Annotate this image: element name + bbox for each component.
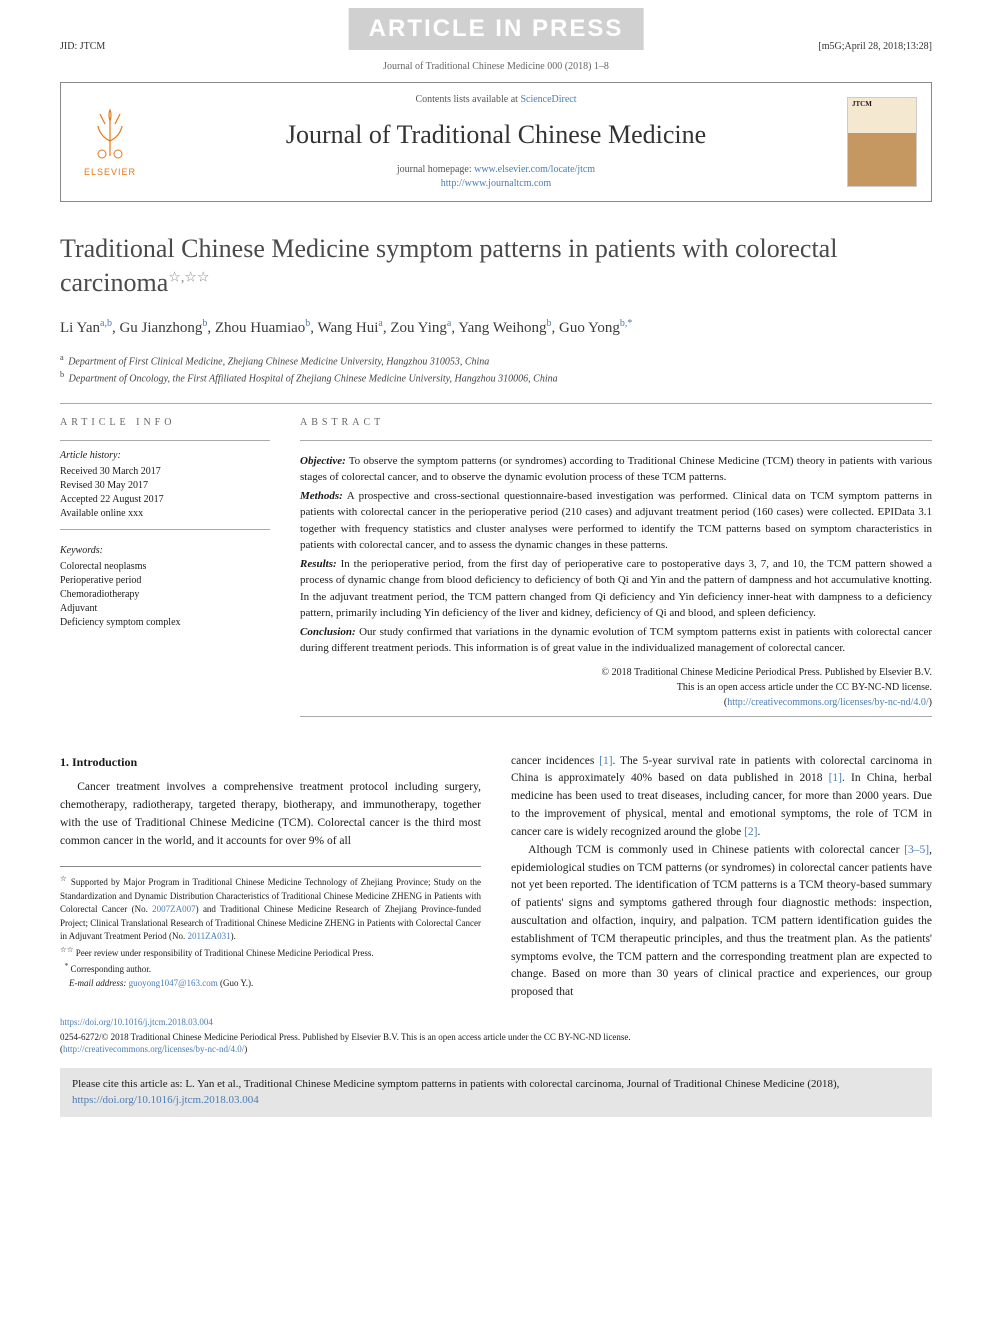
sciencedirect-link[interactable]: ScienceDirect — [520, 94, 576, 105]
doi-line: https://doi.org/10.1016/j.jtcm.2018.03.0… — [60, 1016, 932, 1029]
bottom-license: 0254-6272/© 2018 Traditional Chinese Med… — [60, 1031, 932, 1056]
history-label: Article history: — [60, 449, 270, 463]
body-text: . — [758, 826, 761, 838]
intro-heading: 1. Introduction — [60, 753, 481, 772]
abstract-column: ABSTRACT Objective: To observe the sympt… — [300, 416, 932, 729]
abstract-text: Objective: To observe the symptom patter… — [300, 453, 932, 657]
copyright-line-1: © 2018 Traditional Chinese Medicine Peri… — [602, 667, 932, 678]
body-paragraph: Cancer treatment involves a comprehensiv… — [60, 779, 481, 850]
journal-header-box: ELSEVIER Contents lists available at Sci… — [60, 82, 932, 202]
footnote-text: Peer review under responsibility of Trad… — [76, 948, 374, 958]
homepage-prefix: journal homepage: — [397, 164, 474, 175]
cc-license-link[interactable]: http://creativecommons.org/licenses/by-n… — [727, 697, 928, 708]
body-paragraph: Although TCM is commonly used in Chinese… — [511, 842, 932, 1002]
elsevier-tree-icon — [80, 106, 140, 166]
affiliation-item: b Department of Oncology, the First Affi… — [60, 369, 932, 386]
elsevier-logo: ELSEVIER — [75, 102, 145, 182]
keywords-label: Keywords: — [60, 544, 270, 558]
cite-doi-link[interactable]: https://doi.org/10.1016/j.jtcm.2018.03.0… — [72, 1094, 259, 1106]
elsevier-label: ELSEVIER — [84, 166, 136, 179]
footnote-text: (Guo Y.). — [218, 978, 254, 988]
footnote-funding: ☆ Supported by Major Program in Traditio… — [60, 873, 481, 944]
history-item: Accepted 22 August 2017 — [60, 493, 270, 507]
history-item: Revised 30 May 2017 — [60, 479, 270, 493]
grant-link-1[interactable]: 2007ZA007 — [152, 904, 196, 914]
abstract-section: Methods: A prospective and cross-section… — [300, 488, 932, 554]
footnote-doublestar-icon: ☆☆ — [60, 945, 73, 954]
keywords-block: Keywords: Colorectal neoplasmsPerioperat… — [60, 544, 270, 630]
abstract-label: ABSTRACT — [300, 416, 932, 430]
history-item: Available online xxx — [60, 507, 270, 521]
footnote-corresponding: * Corresponding author. — [60, 960, 481, 977]
grant-link-2[interactable]: 2011ZA031 — [188, 931, 231, 941]
abstract-bottom-rule — [300, 716, 932, 717]
keyword-item: Chemoradiotherapy — [60, 588, 270, 602]
top-meta-row: JID: JTCM [m5G;April 28, 2018;13:28] — [60, 40, 932, 54]
cite-this-box: Please cite this article as: L. Yan et a… — [60, 1068, 932, 1117]
corresponding-email-link[interactable]: guoyong1047@163.com — [129, 978, 218, 988]
article-title: Traditional Chinese Medicine symptom pat… — [60, 232, 932, 300]
footnote-peer-review: ☆☆ Peer review under responsibility of T… — [60, 944, 481, 961]
keyword-item: Adjuvant — [60, 602, 270, 616]
page-container: JID: JTCM [m5G;April 28, 2018;13:28] Jou… — [0, 0, 992, 1157]
divider-rule — [60, 403, 932, 404]
header-center: Contents lists available at ScienceDirec… — [161, 93, 831, 191]
email-label: E-mail address: — [69, 978, 129, 988]
body-text: cancer incidences — [511, 755, 599, 767]
body-two-column: 1. Introduction Cancer treatment involve… — [60, 753, 932, 1002]
history-block: Article history: Received 30 March 2017R… — [60, 440, 270, 530]
cc-license-link-bottom[interactable]: http://creativecommons.org/licenses/by-n… — [63, 1044, 244, 1054]
license-text: 0254-6272/© 2018 Traditional Chinese Med… — [60, 1032, 631, 1042]
abstract-section: Objective: To observe the symptom patter… — [300, 453, 932, 486]
journal-reference-top: Journal of Traditional Chinese Medicine … — [60, 60, 932, 74]
article-title-text: Traditional Chinese Medicine symptom pat… — [60, 234, 837, 297]
article-info-column: ARTICLE INFO Article history: Received 3… — [60, 416, 270, 729]
journal-cover-thumb — [847, 97, 917, 187]
body-text: , epidemiological studies on TCM pattern… — [511, 844, 932, 999]
contents-prefix: Contents lists available at — [415, 94, 520, 105]
footnote-text: Corresponding author. — [71, 964, 152, 974]
abstract-section: Conclusion: Our study confirmed that var… — [300, 624, 932, 657]
doi-link[interactable]: https://doi.org/10.1016/j.jtcm.2018.03.0… — [60, 1017, 213, 1027]
body-text: Although TCM is commonly used in Chinese… — [528, 844, 904, 856]
footnotes-block: ☆ Supported by Major Program in Traditio… — [60, 866, 481, 990]
history-item: Received 30 March 2017 — [60, 465, 270, 479]
abstract-section: Results: In the perioperative period, fr… — [300, 556, 932, 622]
cite-text: Please cite this article as: L. Yan et a… — [72, 1078, 839, 1090]
homepage-line: journal homepage: www.elsevier.com/locat… — [161, 163, 831, 191]
author-list: Li Yana,b, Gu Jianzhongb, Zhou Huamiaob,… — [60, 316, 932, 340]
build-stamp: [m5G;April 28, 2018;13:28] — [818, 40, 932, 54]
keyword-item: Colorectal neoplasms — [60, 560, 270, 574]
ref-link[interactable]: [2] — [744, 826, 757, 838]
article-info-label: ARTICLE INFO — [60, 416, 270, 430]
footnote-email: E-mail address: guoyong1047@163.com (Guo… — [60, 977, 481, 991]
affiliation-item: a Department of First Clinical Medicine,… — [60, 352, 932, 369]
homepage-link-2[interactable]: http://www.journaltcm.com — [441, 178, 551, 189]
corresponding-mark: * — [65, 961, 69, 970]
meta-abstract-row: ARTICLE INFO Article history: Received 3… — [60, 416, 932, 729]
copyright-line-2: This is an open access article under the… — [677, 682, 932, 693]
ref-link[interactable]: [1] — [829, 772, 842, 784]
jid-label: JID: JTCM — [60, 40, 105, 54]
footnote-star-icon: ☆ — [60, 874, 68, 883]
title-footnote-stars: ☆,☆☆ — [168, 271, 209, 286]
keyword-item: Perioperative period — [60, 574, 270, 588]
ref-link[interactable]: [3–5] — [904, 844, 929, 856]
ref-link[interactable]: [1] — [599, 755, 612, 767]
journal-title: Journal of Traditional Chinese Medicine — [161, 117, 831, 153]
homepage-link-1[interactable]: www.elsevier.com/locate/jtcm — [474, 164, 595, 175]
contents-available-line: Contents lists available at ScienceDirec… — [161, 93, 831, 107]
affiliation-list: a Department of First Clinical Medicine,… — [60, 352, 932, 387]
abstract-top-rule — [300, 440, 932, 441]
abstract-copyright: © 2018 Traditional Chinese Medicine Peri… — [300, 665, 932, 710]
keyword-item: Deficiency symptom complex — [60, 616, 270, 630]
body-paragraph: cancer incidences [1]. The 5-year surviv… — [511, 753, 932, 842]
footnote-text: ). — [231, 931, 236, 941]
